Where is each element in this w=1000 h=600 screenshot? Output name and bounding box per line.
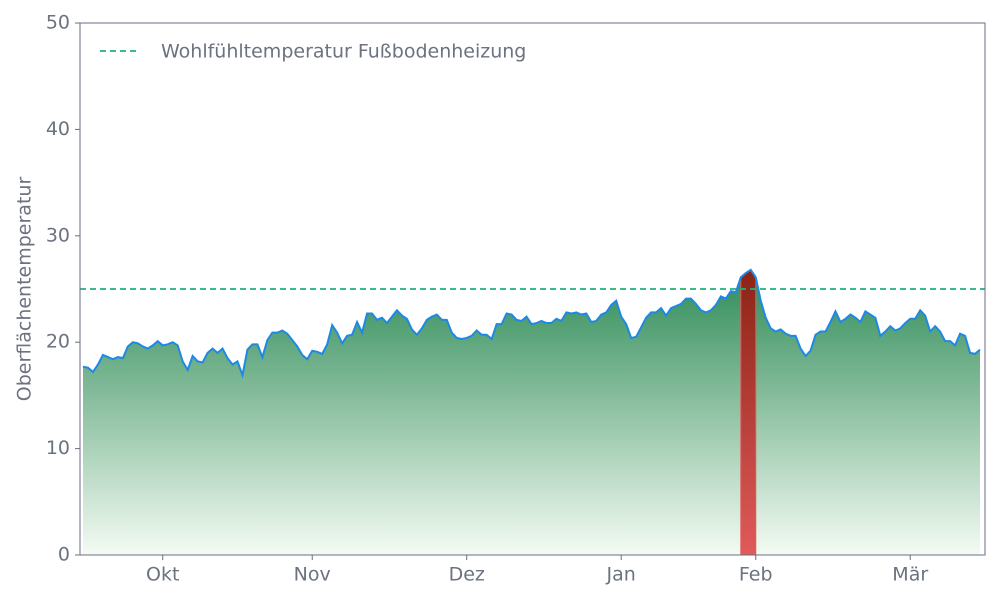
y-tick-label: 10 xyxy=(46,437,70,459)
y-tick-label: 50 xyxy=(46,12,70,34)
above-threshold-area xyxy=(740,269,757,556)
line xyxy=(82,268,981,379)
x-tick-label: Mär xyxy=(892,564,928,586)
area xyxy=(83,269,980,555)
y-tick-label: 40 xyxy=(46,118,70,140)
legend-label: Wohlfühltemperatur Fußbodenheizung xyxy=(161,41,526,63)
y-tick-label: 0 xyxy=(58,544,70,566)
x-tick-label: Dez xyxy=(449,564,485,586)
x-tick-label: Jan xyxy=(606,564,636,586)
plot-frame xyxy=(79,22,986,556)
x-tick-label: Nov xyxy=(294,564,331,586)
y-tick-label: 30 xyxy=(46,224,70,246)
x-tick-label: Feb xyxy=(739,564,773,586)
y-tick-label: 20 xyxy=(46,331,70,353)
y-axis-label: Oberflächentemperatur xyxy=(14,177,36,402)
x-tick-label: Okt xyxy=(146,564,179,586)
